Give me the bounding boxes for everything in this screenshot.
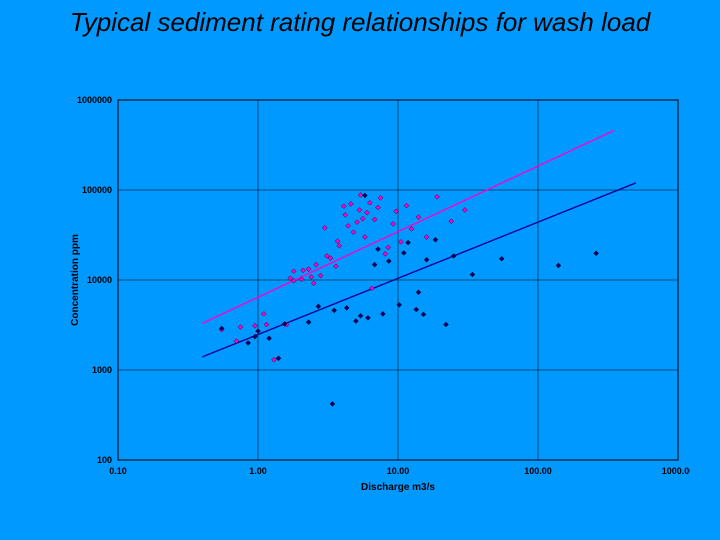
y-tick-label: 1000000	[77, 95, 112, 105]
chart: 0.10 1.00 10.00 100.00 1000.00 100 1000 10000 10…	[70, 90, 690, 500]
x-tick-label: 100.00	[524, 466, 552, 476]
y-tick-label: 100000	[82, 185, 112, 195]
chart-svg: 0.10 1.00 10.00 100.00 1000.00 100 1000 10000 10…	[70, 90, 690, 500]
y-tick-label: 10000	[87, 275, 112, 285]
x-tick-label: 1.00	[249, 466, 267, 476]
y-tick-label: 100	[97, 455, 112, 465]
x-tick-label: 1000.00	[662, 466, 690, 476]
x-tick-label: 10.00	[387, 466, 410, 476]
y-tick-label: 1000	[92, 365, 112, 375]
slide: Typical sediment rating relationships fo…	[0, 0, 720, 540]
x-tick-label: 0.10	[109, 466, 127, 476]
y-axis-label: Concentration ppm	[70, 234, 81, 326]
slide-title: Typical sediment rating relationships fo…	[0, 8, 720, 38]
x-axis-label: Discharge m3/s	[361, 482, 435, 493]
